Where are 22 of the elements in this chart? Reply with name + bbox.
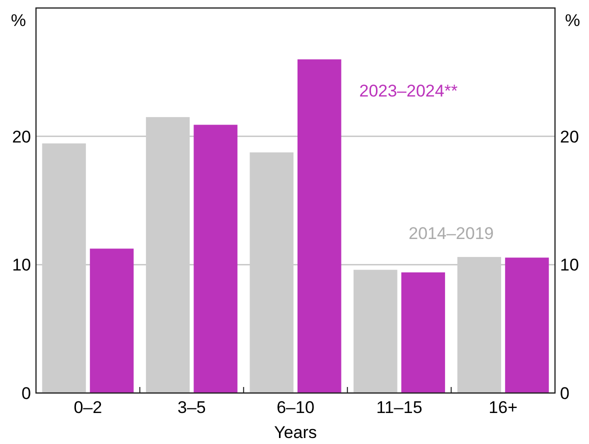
bar [298,59,342,393]
y-axis-title: % [10,11,26,30]
series-label: 2014–2019 [408,224,494,243]
bar [194,124,238,393]
x-tick-label: 16+ [488,398,518,417]
y2-tick-label: 0 [560,384,570,403]
bar [90,248,134,393]
x-tick-label: 6–10 [276,398,314,417]
bar [354,270,398,393]
x-tick-label: 11–15 [376,398,422,417]
y2-tick-label: 10 [560,256,579,275]
y-tick-label: 0 [22,384,31,403]
y-tick-label: 20 [12,127,31,146]
x-axis-title: Years [274,423,317,442]
y-tick-label: 10 [12,256,31,275]
x-tick-label: 3–5 [178,398,206,417]
y2-tick-label: 20 [560,127,579,146]
series-label: 2023–2024** [359,81,458,100]
bar [505,258,549,393]
x-tick-label: 0–2 [74,398,102,417]
bar [401,272,446,393]
y2-axis-title: % [565,11,580,30]
